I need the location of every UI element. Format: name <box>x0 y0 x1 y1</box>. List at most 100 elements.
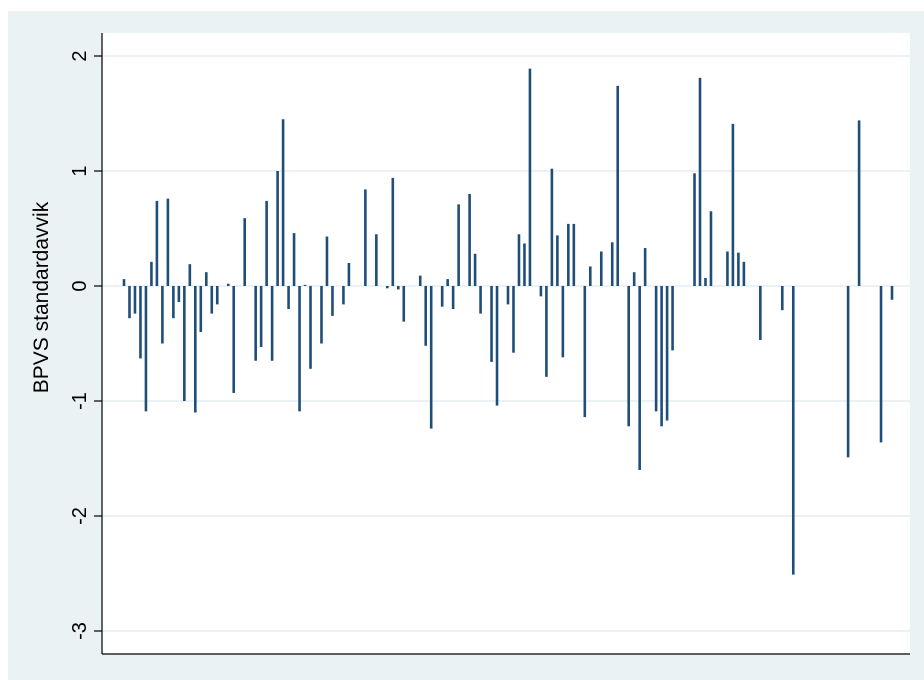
bar-116 <box>759 286 762 341</box>
bar-14 <box>199 286 203 332</box>
y-axis-title: BPVS standardavvik <box>30 201 53 393</box>
bar-9 <box>172 286 175 319</box>
chart-figure: 2 1 0 -1 -2 -3 BPVS standardavvik <box>8 11 924 680</box>
bar-70 <box>506 286 510 305</box>
bar-112 <box>737 252 740 286</box>
bar-4 <box>144 286 148 412</box>
bar-82 <box>572 223 576 286</box>
y-tick-label-1: 1 <box>69 165 91 176</box>
bar-85 <box>588 266 592 286</box>
bar-65 <box>479 286 482 314</box>
bar-61 <box>457 204 460 286</box>
bar-92 <box>627 286 630 427</box>
bar-74 <box>528 68 532 287</box>
bar-25 <box>259 286 263 347</box>
bar-67 <box>490 286 493 362</box>
bar-2 <box>133 286 137 314</box>
bar-5 <box>150 261 153 286</box>
bar-95 <box>643 248 647 286</box>
bar-93 <box>632 272 636 286</box>
bar-3 <box>139 286 142 359</box>
bar-26 <box>265 200 268 286</box>
bar-72 <box>517 234 521 286</box>
y-tick-label-2: 0 <box>69 280 91 291</box>
bar-56 <box>429 286 433 429</box>
bar-51 <box>402 286 406 322</box>
bar-32 <box>298 286 301 412</box>
bar-64 <box>473 253 477 286</box>
y-tick-label-5: -3 <box>69 622 91 640</box>
bar-50 <box>396 286 400 290</box>
bar-97 <box>654 286 658 412</box>
bar-104 <box>693 173 696 286</box>
bar-31 <box>292 233 296 286</box>
bar-41 <box>347 263 351 286</box>
bar-37 <box>325 236 329 286</box>
bar-12 <box>188 264 192 286</box>
bar-54 <box>418 275 422 286</box>
bar-140 <box>890 286 894 300</box>
bar-44 <box>364 189 367 286</box>
bar-27 <box>270 286 274 361</box>
y-ticks: 2 1 0 -1 -2 -3 <box>69 50 102 640</box>
bar-132 <box>846 286 850 458</box>
bar-34 <box>309 286 312 369</box>
bar-33 <box>303 284 307 286</box>
bar-59 <box>446 279 449 286</box>
bar-20 <box>232 286 236 393</box>
bar-19 <box>226 283 230 286</box>
bar-58 <box>440 286 444 307</box>
bar-1 <box>128 286 131 319</box>
bar-134 <box>857 120 861 287</box>
bar-15 <box>204 272 208 286</box>
bar-120 <box>780 286 784 311</box>
bar-22 <box>243 218 246 286</box>
bar-80 <box>561 286 565 358</box>
bar-36 <box>320 286 323 344</box>
bar-48 <box>386 286 389 289</box>
bar-28 <box>276 171 279 286</box>
bar-49 <box>391 177 395 286</box>
bars <box>122 68 894 575</box>
bar-24 <box>254 286 257 361</box>
bar-78 <box>550 168 554 286</box>
bar-60 <box>451 286 455 309</box>
bar-111 <box>731 123 735 286</box>
bar-107 <box>709 211 713 286</box>
bar-17 <box>215 286 219 305</box>
bar-105 <box>698 77 702 286</box>
bar-73 <box>523 243 526 286</box>
bar-99 <box>665 286 669 421</box>
bar-100 <box>671 286 674 351</box>
bar-77 <box>545 286 548 377</box>
bar-138 <box>879 286 883 443</box>
bar-87 <box>599 251 603 286</box>
bar-38 <box>331 286 334 316</box>
bar-90 <box>616 85 620 287</box>
plot-area <box>102 33 910 654</box>
bar-94 <box>638 286 641 470</box>
y-tick-label-4: -2 <box>69 507 91 525</box>
bar-29 <box>281 119 285 286</box>
bar-40 <box>342 286 345 305</box>
bar-106 <box>704 277 707 286</box>
y-tick-label-0: 2 <box>69 50 91 61</box>
bar-chart: 2 1 0 -1 -2 -3 BPVS standardavvik <box>30 33 910 655</box>
bar-98 <box>660 286 663 427</box>
gridlines <box>102 55 910 632</box>
bar-63 <box>468 194 471 286</box>
bar-122 <box>791 286 795 575</box>
bar-81 <box>567 223 570 286</box>
bar-89 <box>610 242 614 286</box>
bar-71 <box>512 286 515 353</box>
axes <box>101 33 910 655</box>
bar-79 <box>556 235 559 286</box>
bar-68 <box>495 286 499 406</box>
bar-46 <box>375 234 378 286</box>
bar-110 <box>726 251 729 286</box>
y-tick-label-3: -1 <box>69 392 91 410</box>
bar-11 <box>183 286 186 401</box>
bar-13 <box>194 286 197 413</box>
bar-10 <box>177 286 181 303</box>
bar-6 <box>155 200 159 286</box>
